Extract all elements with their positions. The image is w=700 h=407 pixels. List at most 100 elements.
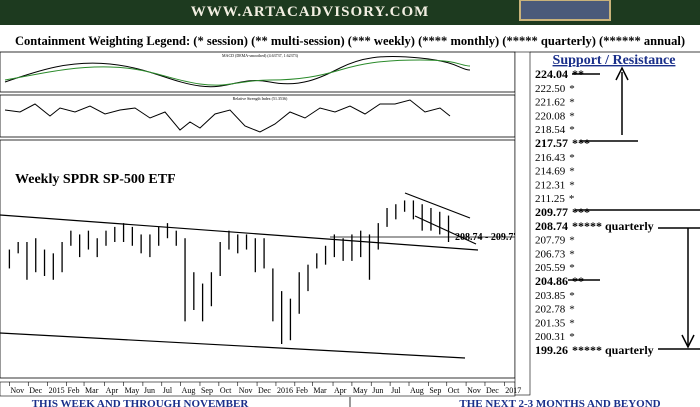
- level-entry: 222.50 *: [535, 83, 575, 95]
- channel-upper: [0, 214, 479, 251]
- level-price: 216.43: [535, 152, 566, 164]
- level-weight: ***: [572, 205, 590, 219]
- x-tick-label: Aug: [410, 386, 424, 395]
- x-tick-label: Nov: [239, 386, 253, 395]
- level-entry: 200.31 *: [535, 331, 575, 343]
- x-tick-label: Mar: [85, 386, 99, 395]
- x-tick-label: Dec: [258, 386, 271, 395]
- chart-title: Weekly SPDR SP-500 ETF: [15, 172, 176, 187]
- level-entry: 199.26 ***** quarterly: [535, 343, 654, 357]
- level-entry: 211.25 *: [535, 193, 574, 205]
- x-tick-label: Nov: [10, 386, 24, 395]
- x-tick-label: Aug: [182, 386, 196, 395]
- x-tick-label: Jun: [144, 386, 155, 395]
- level-price: 212.31: [535, 179, 565, 191]
- level-price: 202.78: [535, 304, 566, 316]
- footer-right: THE NEXT 2-3 MONTHS AND BEYOND: [459, 398, 660, 407]
- level-price: 220.08: [535, 110, 566, 122]
- level-price: 199.26: [535, 343, 568, 357]
- level-weight: *: [569, 262, 575, 274]
- level-price: 208.74: [535, 219, 568, 233]
- x-tick-label: Oct: [220, 386, 232, 395]
- level-price: 201.35: [535, 317, 566, 329]
- level-entry: 212.31 *: [535, 179, 575, 191]
- channel-lower: [0, 332, 466, 359]
- level-price: 221.62: [535, 97, 565, 109]
- level-entry: 224.04 **: [535, 67, 584, 81]
- x-tick-label: Sep: [429, 386, 441, 395]
- level-price: 217.57: [535, 136, 568, 150]
- trend-short-lower: [414, 215, 477, 245]
- x-tick-label: 2015: [49, 386, 65, 395]
- level-weight: *: [569, 317, 575, 329]
- x-tick-label: 2016: [277, 386, 293, 395]
- rsi-line: [4, 99, 451, 133]
- level-price: 214.69: [535, 166, 566, 178]
- level-price: 218.54: [535, 124, 566, 136]
- level-entry: 221.62 *: [535, 97, 575, 109]
- rsi-title: Relative Strength Index (51.3536): [233, 96, 288, 101]
- level-weight: *: [569, 166, 575, 178]
- x-tick-label: Apr: [334, 386, 347, 395]
- macd-title: MACD (DEMA-smoothed) (4.63737, 1.62373): [222, 53, 299, 59]
- level-price: 224.04: [535, 67, 568, 81]
- level-weight: ***: [572, 136, 590, 150]
- level-weight: *: [569, 83, 575, 95]
- level-weight: *: [569, 179, 575, 191]
- level-price: 207.79: [535, 235, 566, 247]
- x-tick-label: Jun: [372, 386, 383, 395]
- rsi-panel: [0, 94, 516, 138]
- level-entry: 217.57 ***: [535, 136, 590, 150]
- header-photo: [519, 0, 611, 21]
- level-entry: 204.86 **: [535, 274, 584, 288]
- level-entry: 208.74 ***** quarterly: [535, 219, 654, 233]
- level-weight: *: [569, 193, 575, 205]
- level-price: 206.73: [535, 248, 566, 260]
- level-weight: ***** quarterly: [572, 343, 654, 357]
- x-tick-label: Nov: [467, 386, 481, 395]
- x-tick-label: Feb: [67, 386, 79, 395]
- level-price: 203.85: [535, 290, 566, 302]
- price-axis-band: [514, 51, 531, 396]
- x-tick-label: May: [353, 386, 368, 395]
- arrow-head: [681, 334, 695, 349]
- level-weight: **: [572, 274, 584, 288]
- level-weight: ***** quarterly: [572, 219, 654, 233]
- level-price: 200.31: [535, 331, 565, 343]
- level-entry: 202.78 *: [535, 304, 575, 316]
- level-entry: 206.73 *: [535, 248, 575, 260]
- levels-title: Support / Resistance: [553, 53, 676, 68]
- level-weight: *: [569, 304, 575, 316]
- level-weight: *: [569, 124, 575, 136]
- x-tick-label: Oct: [448, 386, 460, 395]
- level-entry: 220.08 *: [535, 110, 575, 122]
- x-tick-label: Jul: [163, 386, 173, 395]
- level-weight: *: [569, 97, 575, 109]
- x-tick-label: Dec: [486, 386, 499, 395]
- zone-label: 208.74 - 209.77: [455, 232, 518, 243]
- x-tick-label: Apr: [106, 386, 119, 395]
- macd-signal: [4, 59, 471, 86]
- trend-short-upper: [404, 192, 471, 219]
- footer-left: THIS WEEK AND THROUGH NOVEMBER: [32, 398, 250, 407]
- level-entry: 218.54 *: [535, 124, 575, 136]
- level-weight: **: [572, 67, 584, 81]
- x-tick-label: Mar: [313, 386, 327, 395]
- macd-line: [4, 56, 471, 88]
- arrow-head: [615, 66, 629, 81]
- x-tick-label: Sep: [201, 386, 213, 395]
- level-entry: 203.85 *: [535, 290, 575, 302]
- x-tick-label: May: [125, 386, 140, 395]
- x-tick-label: Dec: [29, 386, 42, 395]
- level-price: 222.50: [535, 83, 566, 95]
- level-weight: *: [569, 248, 575, 260]
- macd-panel: [0, 51, 516, 93]
- level-entry: 201.35 *: [535, 317, 575, 329]
- level-weight: *: [569, 110, 575, 122]
- level-entry: 214.69 *: [535, 166, 575, 178]
- level-entry: 209.77 ***: [535, 205, 590, 219]
- level-entry: 216.43 *: [535, 152, 575, 164]
- level-weight: *: [569, 152, 575, 164]
- level-weight: *: [569, 290, 575, 302]
